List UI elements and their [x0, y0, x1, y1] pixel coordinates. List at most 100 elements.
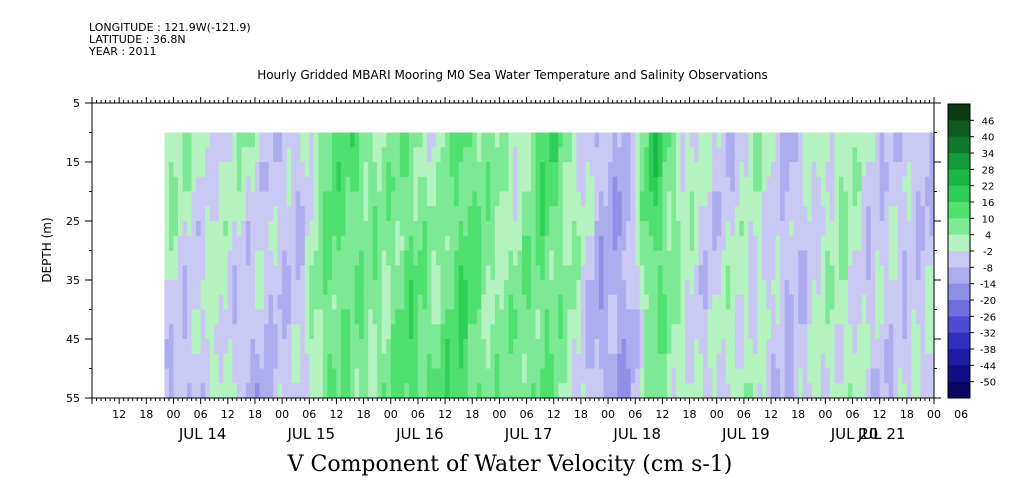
heatmap-cell — [644, 221, 650, 237]
heatmap-cell — [626, 294, 632, 310]
heatmap-cell — [277, 206, 283, 222]
heatmap-cell — [426, 309, 432, 325]
heatmap-cell — [775, 221, 781, 237]
heatmap-cell — [449, 221, 455, 237]
heatmap-cell — [879, 221, 885, 237]
heatmap-cell — [227, 250, 233, 266]
heatmap-cell — [730, 250, 736, 266]
heatmap-cell — [680, 324, 686, 340]
heatmap-cell — [843, 339, 849, 355]
heatmap-cell — [807, 176, 813, 192]
heatmap-cell — [481, 294, 487, 310]
heatmap-cell — [517, 383, 523, 399]
heatmap-cell — [168, 250, 174, 266]
heatmap-cell — [811, 147, 817, 163]
heatmap-cell — [761, 221, 767, 237]
x-day-label: JUL 15 — [286, 425, 335, 443]
heatmap-cell — [273, 339, 279, 355]
heatmap-cell — [223, 280, 229, 296]
heatmap-cell — [417, 280, 423, 296]
heatmap-cell — [526, 221, 532, 237]
heatmap-cell — [178, 147, 183, 163]
heatmap-cell — [463, 221, 469, 237]
heatmap-cell — [888, 250, 894, 266]
heatmap-cell — [187, 368, 192, 384]
heatmap-cell — [657, 176, 663, 192]
heatmap-cell — [825, 191, 831, 207]
heatmap-cell — [214, 294, 220, 310]
heatmap-cell — [562, 191, 568, 207]
heatmap-cell — [309, 339, 315, 355]
heatmap-cell — [834, 132, 840, 148]
heatmap-cell — [915, 324, 921, 340]
heatmap-cell — [653, 280, 659, 296]
heatmap-cell — [870, 280, 876, 296]
heatmap-cell — [612, 368, 618, 384]
heatmap-cell — [463, 368, 469, 384]
heatmap-cell — [712, 324, 718, 340]
heatmap-cell — [322, 294, 328, 310]
heatmap-cell — [345, 132, 351, 148]
heatmap-cell — [458, 265, 464, 281]
heatmap-cell — [417, 324, 423, 340]
heatmap-cell — [612, 353, 618, 369]
heatmap-cell — [807, 353, 813, 369]
heatmap-cell — [363, 206, 369, 222]
heatmap-cell — [743, 206, 749, 222]
heatmap-cell — [730, 162, 736, 178]
heatmap-cell — [621, 250, 627, 266]
heatmap-cell — [802, 309, 808, 325]
heatmap-cell — [209, 280, 215, 296]
x-hour-tick-label: 06 — [737, 408, 751, 421]
heatmap-cell — [218, 206, 224, 222]
heatmap-cell — [241, 176, 247, 192]
heatmap-cell — [345, 339, 351, 355]
heatmap-cell — [807, 383, 813, 399]
heatmap-cell — [164, 147, 170, 163]
x-hour-tick-label: 06 — [302, 408, 316, 421]
heatmap-cell — [517, 235, 523, 251]
heatmap-cell — [336, 265, 342, 281]
heatmap-cell — [259, 162, 265, 178]
heatmap-cell — [734, 309, 740, 325]
heatmap-cell — [757, 191, 763, 207]
heatmap-cell — [675, 265, 681, 281]
heatmap-cell — [780, 383, 786, 399]
heatmap-cell — [476, 353, 482, 369]
heatmap-cell — [648, 294, 654, 310]
heatmap-cell — [716, 280, 722, 296]
heatmap-cell — [671, 339, 677, 355]
heatmap-cell — [331, 368, 337, 384]
heatmap-cell — [481, 324, 487, 340]
heatmap-cell — [811, 221, 817, 237]
heatmap-cell — [232, 383, 238, 399]
heatmap-cell — [291, 221, 297, 237]
heatmap-cell — [481, 176, 487, 192]
heatmap-cell — [562, 176, 568, 192]
heatmap-cell — [227, 280, 233, 296]
heatmap-cell — [712, 176, 718, 192]
heatmap-cell — [648, 309, 654, 325]
heatmap-cell — [232, 235, 238, 251]
heatmap-cell — [929, 191, 935, 207]
heatmap-cell — [639, 265, 645, 281]
heatmap-cell — [264, 250, 269, 266]
heatmap-cell — [535, 206, 541, 222]
heatmap-cell — [608, 265, 613, 281]
heatmap-cell — [599, 191, 604, 207]
heatmap-cell — [517, 147, 523, 163]
heatmap-cell — [336, 294, 342, 310]
heatmap-cell — [761, 353, 767, 369]
heatmap-cell — [259, 147, 265, 163]
colorbar-segment — [948, 185, 970, 203]
heatmap-cell — [648, 191, 654, 207]
heatmap-cell — [558, 162, 564, 178]
heatmap-cell — [752, 294, 758, 310]
x-hour-tick-label: 18 — [791, 408, 805, 421]
heatmap-cell — [861, 235, 867, 251]
heatmap-cell — [182, 339, 188, 355]
heatmap-cell — [445, 250, 451, 266]
heatmap-cell — [273, 132, 279, 148]
heatmap-cell — [372, 147, 378, 163]
heatmap-cell — [589, 280, 595, 296]
